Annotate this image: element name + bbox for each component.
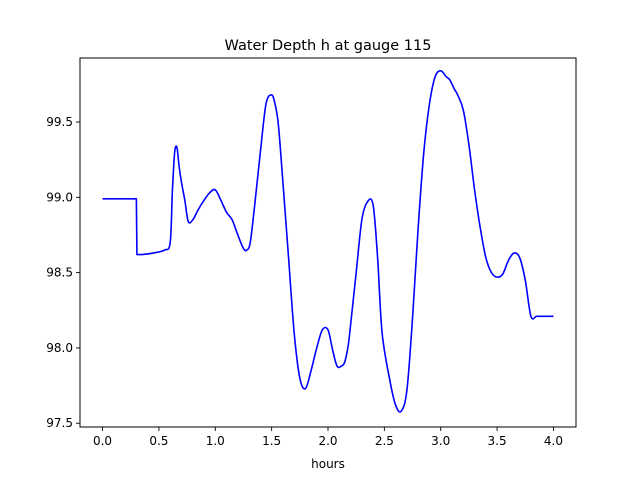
x-axis-label: hours xyxy=(311,457,345,471)
series-layer xyxy=(102,70,554,413)
y-tick-label: 99.5 xyxy=(46,115,73,129)
y-axis: 97.5 98.0 98.5 99.0 99.5 xyxy=(46,115,80,430)
x-tick-label: 0.0 xyxy=(93,434,112,448)
x-tick-label: 3.5 xyxy=(488,434,507,448)
y-tick-label: 98.0 xyxy=(46,341,73,355)
x-tick-label: 1.0 xyxy=(206,434,225,448)
x-tick-label: 1.5 xyxy=(262,434,281,448)
series-line-0 xyxy=(102,70,554,413)
chart-title: Water Depth h at gauge 115 xyxy=(225,38,432,54)
x-tick-label: 2.0 xyxy=(318,434,337,448)
x-tick-label: 3.0 xyxy=(431,434,450,448)
y-tick-label: 97.5 xyxy=(46,416,73,430)
x-axis: 0.0 0.5 1.0 1.5 2.0 2.5 3.0 3.5 4.0 xyxy=(93,427,563,448)
y-tick-label: 99.0 xyxy=(46,190,73,204)
x-tick-label: 0.5 xyxy=(149,434,168,448)
x-tick-label: 2.5 xyxy=(375,434,394,448)
x-tick-label: 4.0 xyxy=(544,434,563,448)
y-tick-label: 98.5 xyxy=(46,266,73,280)
